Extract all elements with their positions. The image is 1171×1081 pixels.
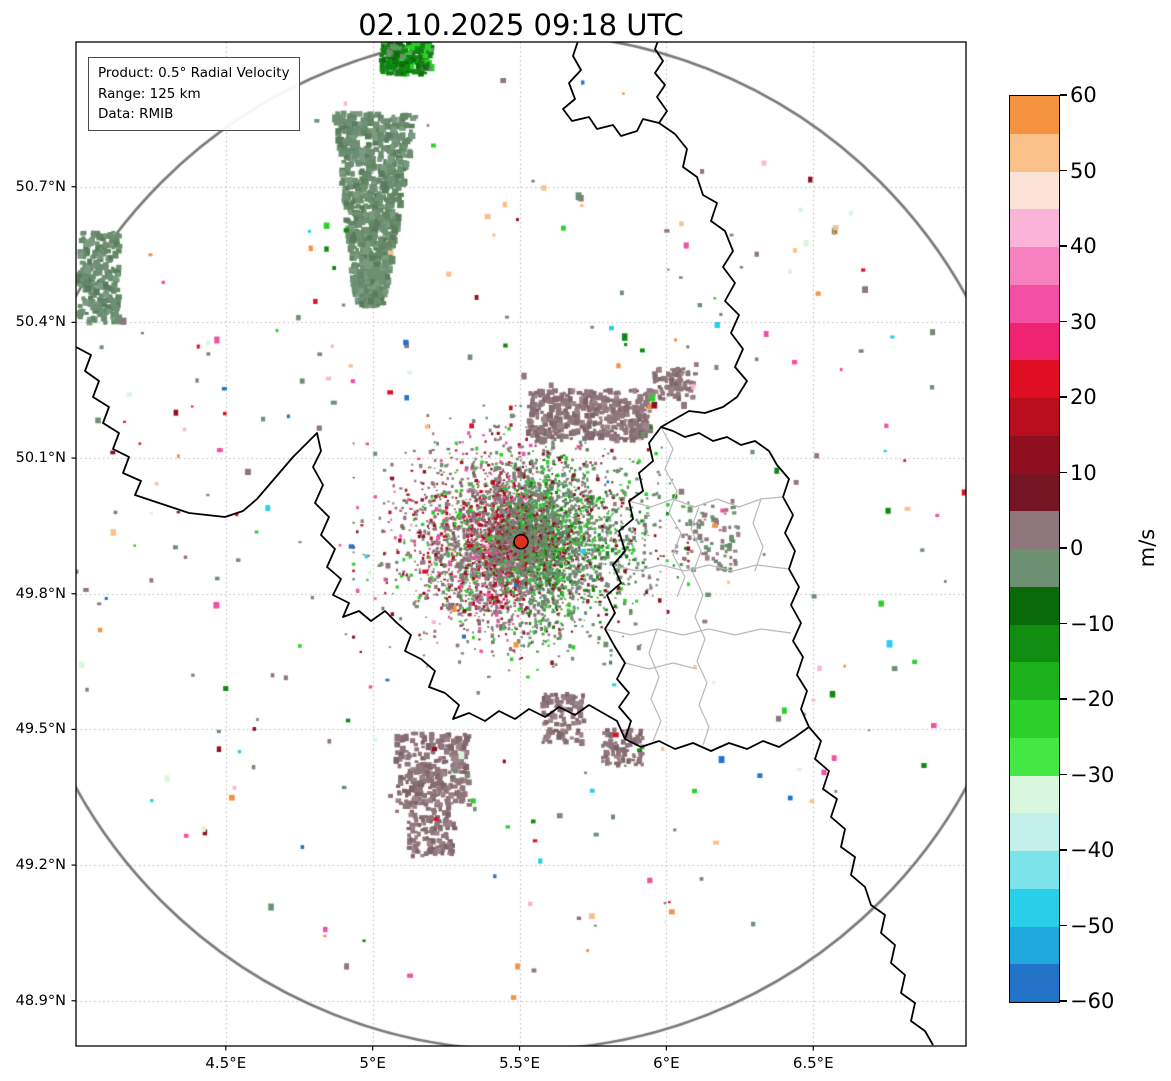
x-tick-label: 5.5°E	[499, 1054, 540, 1072]
colorbar-band	[1010, 133, 1059, 172]
data-source-label: Data: RMIB	[98, 106, 174, 123]
colorbar-tick	[1060, 94, 1067, 96]
canton-border	[624, 662, 698, 670]
x-tick-label: 6.5°E	[792, 1054, 834, 1072]
canton-border	[648, 628, 662, 742]
colorbar-band	[1010, 586, 1059, 625]
colorbar-tick	[1060, 849, 1067, 851]
colorbar-tick-label: −50	[1070, 913, 1115, 938]
colorbar-band	[1010, 662, 1059, 700]
border-belgium-germany	[658, 122, 748, 428]
colorbar-band	[1010, 511, 1059, 549]
colorbar-band	[1010, 171, 1059, 210]
x-tick-label: 5°E	[359, 1054, 386, 1072]
canton-border	[612, 564, 790, 572]
colorbar-tick	[1060, 547, 1067, 549]
colorbar-gradient	[1009, 95, 1060, 1003]
colorbar-band	[1010, 96, 1059, 134]
y-tick-label: 50.4°N	[15, 314, 66, 331]
y-tick-label: 49.8°N	[15, 585, 66, 602]
colorbar-band	[1010, 435, 1059, 474]
y-tick-label: 49.2°N	[15, 857, 66, 874]
colorbar-tick	[1060, 320, 1067, 323]
colorbar-band	[1010, 624, 1059, 663]
colorbar-band	[1010, 851, 1059, 889]
radar-site-marker	[513, 533, 529, 550]
colorbar-band	[1010, 926, 1059, 965]
colorbar-tick-label: 50	[1070, 158, 1097, 183]
colorbar-tick-label: 0	[1070, 536, 1084, 560]
luxembourg-canton-borders	[604, 426, 792, 746]
colorbar-tick-label: −40	[1070, 838, 1115, 862]
colorbar-tick-label: −60	[1070, 989, 1115, 1013]
y-tick-label: 49.5°N	[15, 721, 66, 738]
border-netherlands-appendix	[562, 42, 668, 137]
colorbar-tick	[1060, 245, 1067, 247]
colorbar-unit-label: m/s	[1135, 528, 1159, 568]
colorbar-tick	[1060, 396, 1067, 398]
colorbar-tick	[1060, 773, 1067, 776]
x-tick-label: 4.5°E	[205, 1054, 247, 1072]
canton-border	[752, 498, 764, 572]
colorbar-tick	[1060, 169, 1067, 172]
colorbar-band	[1010, 737, 1059, 776]
colorbar-tick-label: 10	[1070, 460, 1097, 485]
colorbar-band	[1010, 964, 1059, 1002]
y-tick-label: 48.9°N	[15, 992, 66, 1009]
colorbar-tick	[1060, 924, 1067, 927]
axis-ticks	[71, 186, 814, 1051]
colorbar-tick	[1060, 622, 1067, 625]
canton-border	[660, 426, 686, 598]
colorbar-band	[1010, 549, 1059, 587]
product-label: Product: 0.5° Radial Velocity	[98, 65, 290, 81]
colorbar-tick-label: −20	[1070, 687, 1115, 711]
figure-title: 02.10.2025 09:18 UTC	[358, 8, 684, 42]
colorbar-band	[1010, 247, 1059, 285]
colorbar-band	[1010, 360, 1059, 398]
colorbar-band	[1010, 209, 1059, 247]
border-luxembourg	[604, 426, 810, 752]
canton-border	[628, 496, 784, 508]
canton-border	[604, 628, 792, 636]
border-belgium-france	[76, 346, 626, 740]
colorbar-band	[1010, 473, 1059, 512]
colorbar-band	[1010, 775, 1059, 814]
y-tick-label: 50.7°N	[15, 178, 66, 195]
colorbar-band	[1010, 813, 1059, 851]
colorbar-band	[1010, 322, 1059, 361]
colorbar-tick-label: 20	[1070, 385, 1097, 409]
y-tick-label: 50.1°N	[15, 450, 66, 467]
colorbar-tick-label: −30	[1070, 762, 1115, 787]
colorbar-tick-label: 60	[1070, 83, 1097, 107]
product-info-box: Product: 0.5° Radial Velocity Range: 125…	[88, 57, 300, 131]
colorbar-tick	[1060, 471, 1067, 474]
colorbar-tick-label: 40	[1070, 234, 1097, 258]
border-france-germany	[808, 726, 934, 1046]
colorbar-band	[1010, 700, 1059, 738]
canton-border	[690, 506, 710, 746]
colorbar-tick-label: −10	[1070, 611, 1115, 636]
colorbar-band	[1010, 888, 1059, 927]
colorbar-band	[1010, 398, 1059, 436]
x-tick-label: 6°E	[653, 1054, 680, 1072]
colorbar-tick	[1060, 1000, 1067, 1002]
plot-frame	[75, 41, 967, 1047]
country-borders	[76, 42, 934, 1046]
colorbar-tick-label: 30	[1070, 309, 1097, 334]
colorbar-band	[1010, 284, 1059, 323]
range-label: Range: 125 km	[98, 85, 201, 102]
colorbar-tick	[1060, 698, 1067, 700]
